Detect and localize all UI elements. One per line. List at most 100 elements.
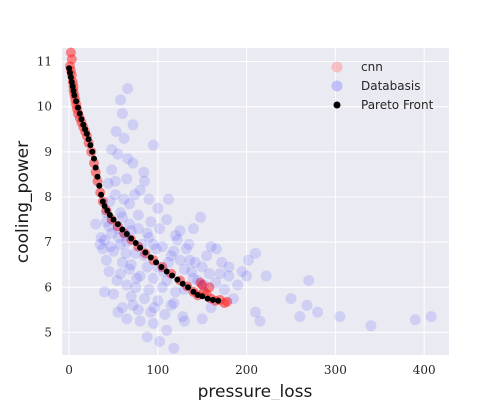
point-pareto-front <box>89 148 96 155</box>
legend: cnn Databasis Pareto Front <box>331 60 434 112</box>
point-databasis <box>112 148 124 160</box>
y-axis-label: cooling_power <box>13 141 33 263</box>
point-pareto-front <box>119 226 126 233</box>
point-pareto-front <box>94 173 101 180</box>
point-databasis <box>116 302 128 314</box>
x-axis-label: pressure_loss <box>198 382 313 400</box>
point-databasis <box>301 299 313 311</box>
point-databasis <box>165 250 177 262</box>
point-databasis <box>205 241 217 253</box>
point-pareto-front <box>110 216 117 223</box>
point-pareto-front <box>82 126 89 133</box>
point-pareto-front <box>209 296 216 303</box>
point-pareto-front <box>70 87 77 94</box>
point-databasis <box>294 311 306 323</box>
point-pareto-front <box>91 155 97 162</box>
point-databasis <box>218 284 230 295</box>
point-databasis <box>132 304 144 316</box>
point-databasis <box>141 331 153 343</box>
point-databasis <box>183 238 195 250</box>
point-databasis <box>122 83 134 95</box>
y-tick-label: 9 <box>44 145 52 159</box>
point-pareto-front <box>80 121 87 128</box>
point-pareto-front <box>67 69 73 76</box>
point-databasis <box>124 198 135 210</box>
point-databasis <box>210 277 222 289</box>
point-databasis <box>143 232 155 244</box>
point-databasis <box>115 238 127 250</box>
point-databasis <box>186 266 198 277</box>
point-databasis <box>161 324 173 336</box>
point-databasis <box>147 272 159 284</box>
point-databasis <box>425 311 437 323</box>
point-databasis <box>130 247 142 259</box>
tick-labels: 0 100 200 300 400 5 6 7 8 9 10 11 <box>37 55 436 377</box>
y-tick-label: 11 <box>37 55 52 69</box>
point-databasis <box>115 268 127 280</box>
point-databasis <box>105 241 117 253</box>
point-databasis <box>198 279 210 291</box>
point-databasis <box>90 218 102 230</box>
point-databasis <box>106 144 118 156</box>
point-databasis <box>216 256 228 268</box>
plot-background <box>62 48 449 355</box>
point-databasis <box>99 234 111 246</box>
point-databasis <box>139 175 150 187</box>
point-databasis <box>141 227 153 239</box>
point-databasis <box>111 275 123 286</box>
point-databasis <box>97 243 109 255</box>
point-pareto-front <box>98 191 105 198</box>
point-databasis <box>223 270 235 282</box>
point-databasis <box>121 173 133 185</box>
point-databasis <box>116 256 128 268</box>
point-databasis <box>187 272 199 284</box>
point-pareto-front <box>153 259 160 266</box>
point-databasis <box>104 196 116 207</box>
point-databasis <box>156 281 168 293</box>
point-pareto-front <box>158 264 165 270</box>
point-databasis <box>145 216 157 228</box>
point-pareto-front <box>71 92 78 99</box>
point-databasis <box>139 293 150 305</box>
point-databasis <box>201 250 213 262</box>
point-pareto-front <box>76 110 83 117</box>
point-cnn <box>204 282 215 293</box>
point-databasis <box>214 268 226 280</box>
point-databasis <box>103 220 115 232</box>
point-databasis <box>130 281 142 293</box>
point-databasis <box>108 245 119 257</box>
point-databasis <box>121 279 133 291</box>
point-pareto-front <box>179 280 186 287</box>
point-databasis <box>260 270 272 282</box>
point-pareto-front <box>147 254 154 261</box>
y-tick-label: 5 <box>44 325 52 339</box>
point-databasis <box>227 293 239 305</box>
point-pareto-front <box>73 98 80 105</box>
point-databasis <box>154 223 166 235</box>
point-databasis <box>174 225 186 237</box>
point-pareto-front <box>163 268 170 275</box>
point-databasis <box>205 302 217 314</box>
point-pareto-front <box>106 212 113 218</box>
point-databasis <box>141 261 153 273</box>
point-databasis <box>232 279 244 291</box>
point-databasis <box>109 189 121 201</box>
point-databasis <box>132 223 144 235</box>
point-databasis <box>100 216 112 228</box>
point-pareto-front <box>75 104 81 111</box>
point-databasis <box>250 247 261 259</box>
point-databasis <box>154 336 166 347</box>
point-databasis <box>147 317 159 329</box>
point-databasis <box>161 214 173 226</box>
point-databasis <box>147 238 159 250</box>
point-databasis <box>210 243 222 255</box>
point-databasis <box>179 315 190 327</box>
point-databasis <box>125 290 137 302</box>
point-databasis <box>108 288 119 300</box>
point-databasis <box>409 314 421 326</box>
point-pareto-front <box>83 130 90 137</box>
point-databasis <box>189 256 201 268</box>
point-pareto-front <box>137 244 144 251</box>
point-pareto-front <box>68 78 75 85</box>
